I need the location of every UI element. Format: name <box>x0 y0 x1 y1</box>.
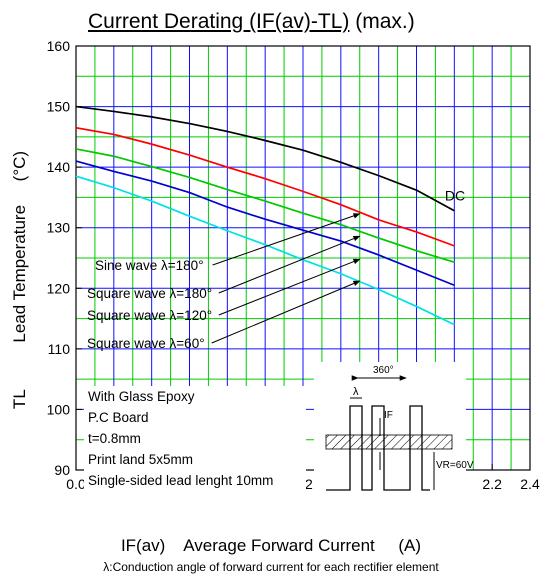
chart-title: Current Derating (IF(av)-TL) (max.) <box>88 10 415 34</box>
series-annotation-label: Square wave λ=180° <box>87 286 212 301</box>
series-line-1 <box>75 126 455 247</box>
series-line-4 <box>75 175 455 326</box>
y-tick-label: 120 <box>47 280 71 296</box>
x-tick-label: 0.0 <box>66 476 86 492</box>
y-tick-label: 150 <box>47 99 71 115</box>
series-annotation-label: Sine wave λ=180° <box>95 258 204 273</box>
y-axis-label: TL Lead Temperature (°C) <box>10 150 29 410</box>
conditions-box: With Glass Epoxy P.C Board t=0.8mm Print… <box>84 386 306 492</box>
annotation-arrow <box>218 235 361 294</box>
inset-waveform <box>326 405 430 491</box>
waveform-inset: 360° λ IF VR=60V <box>314 362 474 492</box>
inset-background <box>314 362 466 492</box>
y-tick-label: 140 <box>47 159 71 175</box>
annotation-arrow <box>212 213 361 266</box>
x-tick-label: 2.4 <box>520 476 540 492</box>
inset-if-label: IF <box>384 410 393 421</box>
series-annotation-label: Square wave λ=120° <box>87 308 212 323</box>
y-tick-label: 160 <box>47 38 71 54</box>
chart-title-suffix: (max.) <box>355 10 415 33</box>
inset-lambda-label: λ <box>353 386 359 398</box>
inset-hatched-band <box>325 434 453 450</box>
y-tick-label: 130 <box>47 220 71 236</box>
series-line-0 <box>75 105 455 212</box>
series-line-2 <box>75 148 455 264</box>
chart-title-main: Current Derating (IF(av)-TL) <box>88 10 350 33</box>
series-line-3 <box>75 160 455 287</box>
condition-line: t=0.8mm <box>88 431 141 446</box>
inset-vr-label: VR=60V <box>436 460 474 471</box>
condition-line: With Glass Epoxy <box>88 389 195 404</box>
condition-line: Single-sided lead lenght 10mm <box>88 473 274 488</box>
series-annotation-label: DC <box>445 187 465 203</box>
series-lines <box>75 105 455 326</box>
condition-line: P.C Board <box>88 410 149 425</box>
x-axis-label: IF(av) Average Forward Current (A) <box>120 536 422 555</box>
y-tick-label: 100 <box>47 401 71 417</box>
series-annotation-label: Square wave λ=60° <box>87 336 205 351</box>
footnote: λ:Conduction angle of forward current fo… <box>103 560 439 574</box>
annotation-arrow <box>218 258 361 316</box>
annotations: Sine wave λ=180° Square wave λ=180° Square… <box>87 187 465 351</box>
annotation-arrow <box>211 280 361 344</box>
condition-line: Print land 5x5mm <box>88 452 194 467</box>
y-tick-label: 90 <box>54 462 70 478</box>
y-tick-label: 110 <box>48 341 71 357</box>
inset-angle-label: 360° <box>373 365 394 376</box>
x-tick-label: 2.2 <box>482 476 502 492</box>
